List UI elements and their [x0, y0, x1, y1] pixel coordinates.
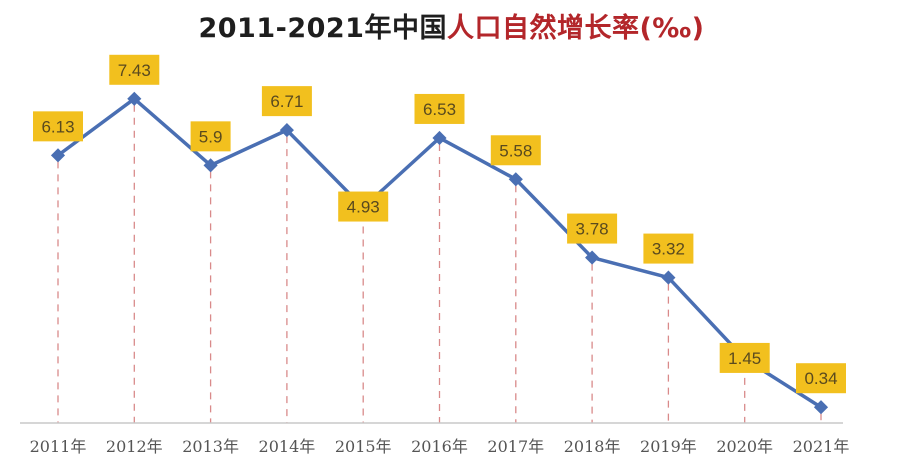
data-label-box	[414, 93, 465, 124]
data-marker	[508, 172, 523, 187]
data-label: 6.53	[414, 93, 465, 124]
x-axis-label: 2021年	[793, 437, 850, 456]
data-label-text: 6.53	[423, 100, 456, 119]
data-marker	[432, 130, 447, 146]
data-marker	[203, 158, 218, 173]
data-label-box	[719, 342, 770, 373]
x-axis-label: 2016年	[411, 437, 468, 456]
data-label-box	[567, 213, 618, 244]
data-label-box	[261, 86, 312, 117]
x-axis-label: 2015年	[335, 437, 392, 456]
x-axis-label: 2014年	[259, 437, 316, 456]
data-label-text: 5.9	[199, 127, 223, 146]
data-label-text: 5.58	[499, 141, 532, 160]
data-label-box	[190, 121, 231, 152]
data-label-box	[490, 135, 541, 166]
x-axis-label: 2012年	[106, 437, 163, 456]
chart-title: 2011-2021年中国人口自然增长率(‰)	[0, 6, 903, 45]
data-label: 4.93	[338, 191, 389, 222]
x-axis-label: 2011年	[30, 437, 87, 456]
data-label-text: 3.32	[652, 240, 685, 259]
data-label-box	[796, 363, 846, 394]
data-marker	[661, 270, 676, 285]
data-label-text: 6.13	[41, 117, 74, 136]
x-axis-label: 2019年	[640, 437, 697, 456]
data-label-text: 6.71	[270, 92, 303, 111]
data-label-box	[109, 54, 160, 85]
x-axis-label: 2013年	[182, 437, 239, 456]
data-label-box	[643, 233, 694, 264]
data-label-text: 0.34	[804, 369, 837, 388]
data-label: 5.9	[190, 121, 231, 152]
data-label-box	[338, 191, 389, 222]
data-labels: 6.13 7.43 5.9 6.71 4.93 6.53 5.58 3.78 3.32 1.45 0…	[33, 54, 846, 394]
data-label: 5.58	[490, 135, 541, 166]
data-label: 3.32	[643, 233, 694, 264]
data-label-text: 3.78	[576, 220, 609, 239]
drop-lines	[57, 104, 822, 423]
x-axis-label: 2017年	[487, 437, 544, 456]
x-axis-labels: 2011年 2012年 2013年 2014年 2015年 2016年 2017年 2018年…	[30, 437, 850, 456]
data-label: 6.13	[33, 111, 83, 142]
data-label: 0.34	[796, 363, 846, 394]
data-label: 3.78	[567, 213, 618, 244]
data-label-text: 7.43	[118, 61, 151, 80]
data-label: 1.45	[719, 342, 770, 373]
data-marker	[585, 250, 600, 265]
x-axis-label: 2018年	[564, 437, 621, 456]
data-label-text: 4.93	[347, 198, 380, 217]
x-axis-label: 2020年	[716, 437, 773, 456]
data-label: 6.71	[261, 86, 312, 117]
chart-title-red: 人口自然增长率(‰)	[446, 13, 705, 44]
data-label-text: 1.45	[728, 349, 761, 368]
data-marker	[813, 400, 829, 415]
data-label-box	[33, 111, 83, 142]
chart-title-black: 2011-2021年中国	[198, 13, 447, 44]
data-label: 7.43	[109, 54, 160, 85]
